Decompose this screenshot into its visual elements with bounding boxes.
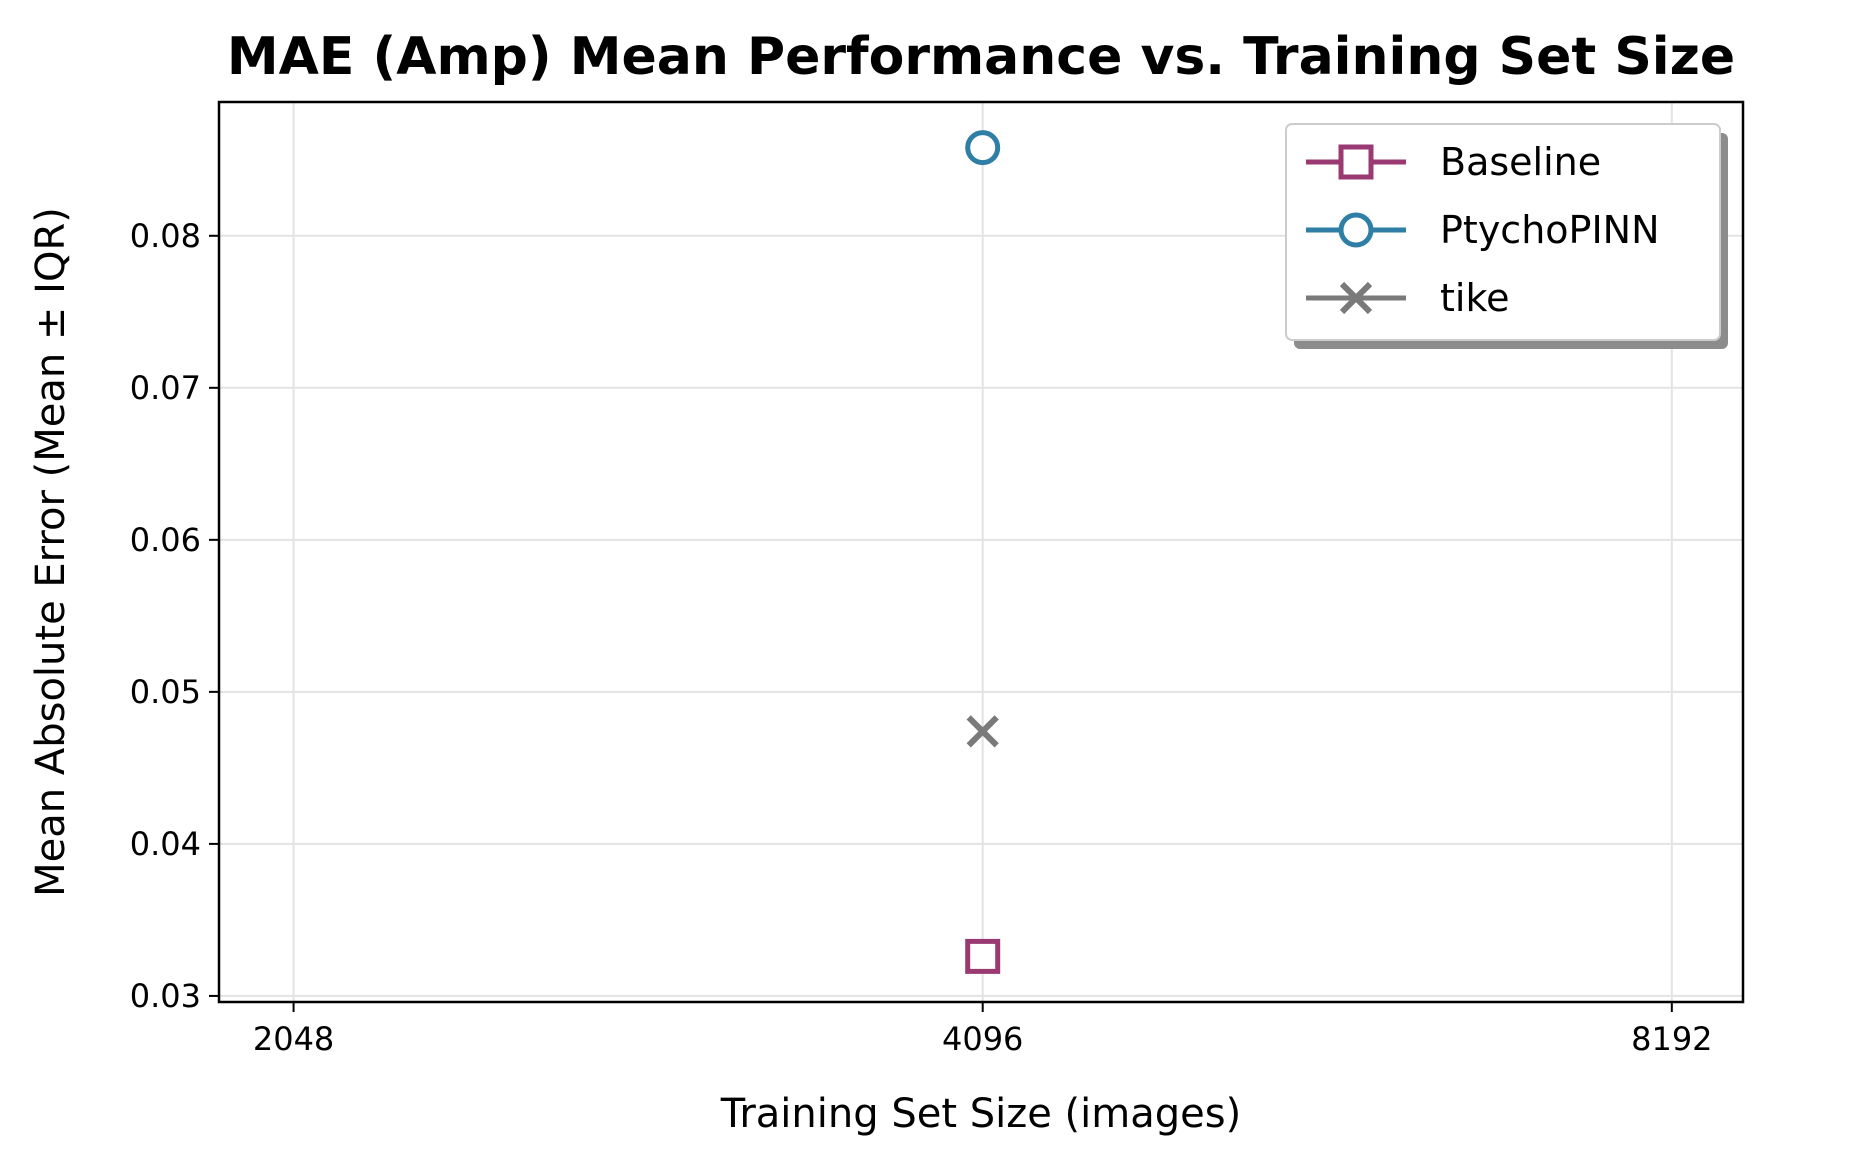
x-marker-stroke (1339, 281, 1373, 315)
data-point-ptychopinn (965, 130, 1001, 166)
x-tick-label: 8192 (1631, 1020, 1712, 1058)
legend-box (1285, 123, 1721, 341)
x-marker-stroke (966, 715, 999, 748)
data-point-tike (966, 715, 999, 748)
legend-marker (1339, 281, 1373, 315)
data-markers (965, 130, 1001, 974)
y-tick-label: 0.07 (130, 369, 201, 407)
chart-title: MAE (Amp) Mean Performance vs. Training … (227, 27, 1735, 87)
y-tick-label: 0.05 (130, 673, 201, 711)
y-tick-label: 0.03 (130, 977, 201, 1015)
legend-label: tike (1440, 276, 1510, 320)
x-tick-label: 4096 (942, 1020, 1023, 1058)
legend-entry-tike: tike (1306, 276, 1510, 320)
legend: Baseline PtychoPINN tike (1285, 123, 1728, 349)
legend-marker (1338, 144, 1374, 180)
legend-label: PtychoPINN (1440, 208, 1660, 252)
legend-entry-baseline: Baseline (1306, 140, 1601, 184)
legend-entry-ptychopinn: PtychoPINN (1306, 208, 1660, 252)
legend-marker (1338, 212, 1374, 248)
y-tick-label: 0.08 (130, 217, 201, 255)
x-tick-label: 2048 (253, 1020, 334, 1058)
x-axis-title: Training Set Size (images) (720, 1091, 1241, 1137)
legend-label: Baseline (1440, 140, 1601, 184)
axis-ticks: 2048 4096 8192 0.03 0.04 0.05 0.06 0.07 0.08 (130, 217, 1713, 1058)
y-tick-label: 0.04 (130, 825, 201, 863)
data-point-baseline (965, 938, 1001, 974)
y-axis-title: Mean Absolute Error (Mean ± IQR) (28, 207, 74, 897)
plot-area-frame (217, 100, 1745, 1004)
y-tick-label: 0.06 (130, 521, 201, 559)
